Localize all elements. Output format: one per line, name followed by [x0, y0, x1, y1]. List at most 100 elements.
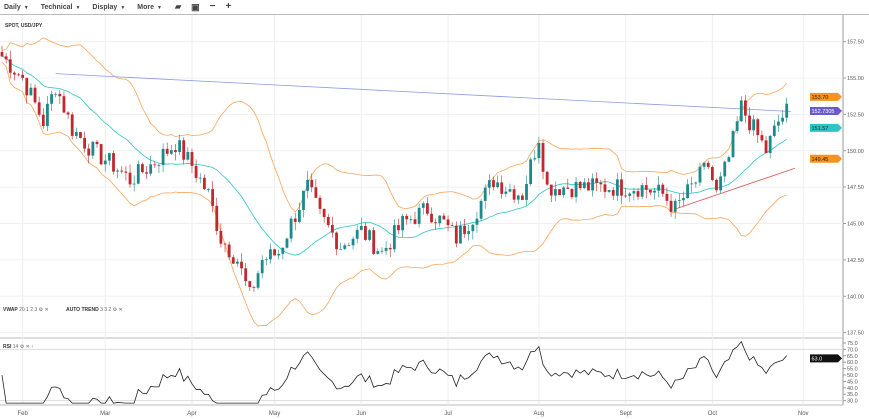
candle — [574, 181, 578, 198]
candle — [211, 189, 215, 206]
menu-more[interactable]: More ▼ — [137, 4, 162, 11]
x-tick-label: Aug — [534, 411, 545, 417]
price-tick-label: 155.00 — [847, 76, 864, 82]
candle — [727, 157, 731, 162]
candle — [492, 180, 495, 188]
rsi-params: 14 — [12, 344, 19, 350]
close-icon[interactable]: ✕ — [44, 307, 49, 313]
candle — [529, 159, 533, 185]
gear-icon[interactable]: ⚙ — [38, 307, 44, 313]
candle — [165, 148, 169, 154]
candle — [425, 203, 429, 214]
menu-technical[interactable]: Technical ▼ — [41, 4, 81, 11]
candle — [558, 189, 561, 196]
candle — [520, 195, 524, 200]
candle — [673, 200, 677, 212]
candle — [83, 137, 86, 149]
folder-open-icon[interactable]: ▰ — [174, 2, 182, 11]
candle — [0, 52, 4, 57]
candle — [285, 238, 289, 248]
menu-display[interactable]: Display ▼ — [92, 4, 125, 11]
price-tick-label: 140.00 — [847, 294, 864, 300]
rsi-line — [1, 340, 788, 404]
candle — [310, 179, 314, 188]
candle — [702, 162, 706, 167]
menu-daily[interactable]: Daily ▼ — [4, 4, 29, 11]
candle — [194, 165, 198, 178]
x-tick-label: Nov — [798, 411, 809, 417]
candle — [744, 100, 747, 116]
candle — [409, 219, 413, 221]
candle — [252, 286, 256, 288]
gear-icon[interactable]: ⚙ — [19, 344, 25, 350]
candle — [318, 197, 322, 209]
rsi-legend: RSI 14 ⚙ ✕ ↑ — [3, 344, 34, 350]
candle — [198, 177, 202, 179]
candle — [487, 180, 491, 188]
close-icon[interactable]: ✕ — [25, 344, 30, 350]
candle — [376, 251, 380, 254]
price-tick-label: 152.50 — [847, 112, 864, 118]
candle — [781, 117, 784, 122]
x-tick-label: May — [269, 411, 280, 417]
candle — [339, 248, 343, 250]
candle — [657, 184, 661, 191]
chart-title: SPOT, USD/JPY — [5, 23, 43, 29]
candle — [244, 268, 248, 282]
candle — [764, 140, 768, 153]
candle — [314, 187, 318, 198]
candle — [731, 131, 735, 158]
candle — [264, 259, 268, 261]
save-icon[interactable]: ▣ — [191, 2, 200, 12]
candle — [335, 232, 338, 250]
arrow-up-icon[interactable]: ↑ — [31, 344, 34, 350]
candle — [454, 225, 458, 244]
candle — [112, 153, 115, 172]
candle — [599, 182, 603, 185]
menu-label: Daily — [4, 3, 21, 11]
candle — [777, 121, 780, 126]
rsi-tick-label: 40.0 — [847, 386, 858, 392]
candle — [70, 114, 74, 136]
candle — [41, 114, 45, 127]
price-tag-bg — [810, 107, 842, 116]
candle — [392, 225, 396, 250]
candle — [174, 150, 177, 153]
candle — [368, 230, 371, 240]
candle — [603, 184, 607, 192]
candle — [417, 207, 421, 224]
x-tick-label: Mar — [100, 411, 110, 417]
candle — [607, 189, 611, 192]
candle — [562, 187, 566, 196]
candle — [475, 218, 479, 225]
gear-icon[interactable]: ⚙ — [112, 307, 118, 313]
candle — [302, 190, 305, 210]
candle — [273, 249, 276, 256]
candle — [178, 140, 181, 153]
x-tick-label: Apr — [187, 411, 196, 417]
candle — [772, 125, 776, 136]
candle — [21, 74, 25, 78]
candle — [463, 225, 466, 234]
close-icon[interactable]: ✕ — [118, 307, 123, 313]
rsi-tick-label: 70.0 — [847, 347, 858, 353]
price-tick-label: 157.50 — [847, 40, 864, 46]
candle — [512, 189, 516, 200]
rsi-tick-label: 45.0 — [847, 379, 858, 385]
candle — [649, 189, 652, 193]
zoom-in-icon[interactable]: + — [225, 1, 232, 12]
price-tick-label: 145.00 — [847, 222, 864, 228]
candle — [124, 171, 128, 173]
candle — [289, 218, 293, 239]
price-tag-bg — [810, 154, 842, 163]
candle — [95, 141, 99, 145]
candle — [710, 167, 714, 180]
zoom-out-icon[interactable]: − — [209, 1, 216, 12]
candle — [587, 182, 590, 191]
candle — [756, 119, 760, 136]
candle — [397, 225, 400, 231]
candle — [91, 141, 95, 156]
candle — [525, 184, 528, 200]
candle — [128, 172, 132, 185]
